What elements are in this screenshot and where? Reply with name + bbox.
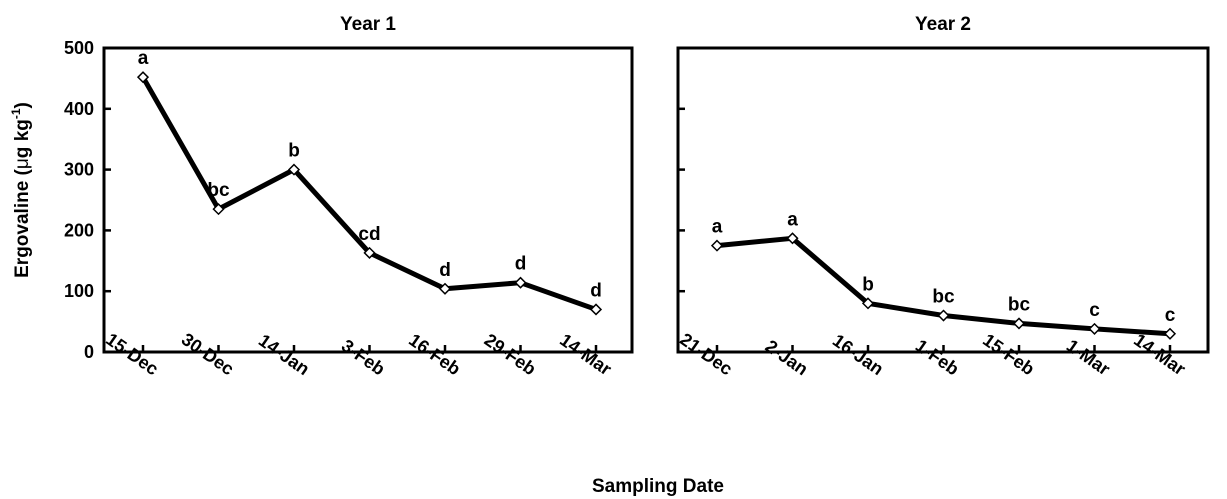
data-point [136, 71, 150, 84]
data-label: a [787, 209, 798, 230]
x-tick-label: 30-Dec [178, 329, 238, 379]
x-tick-label: 21-Dec [676, 329, 736, 379]
data-label: bc [932, 287, 955, 308]
x-tick-label: 29-Feb [481, 330, 540, 380]
x-tick-label: 1-Feb [912, 335, 963, 379]
data-point [1163, 327, 1177, 340]
data-point [710, 239, 724, 252]
y-axis-title: Ergovaline (μg kg-1) [9, 102, 33, 278]
x-tick-label: 16-Jan [829, 330, 887, 379]
data-point [363, 246, 376, 259]
data-point [287, 163, 301, 176]
data-point [861, 297, 875, 310]
data-label: b [862, 274, 874, 295]
data-point [1088, 322, 1101, 335]
data-label: c [1165, 305, 1176, 326]
chart-title: Year 1 [340, 14, 396, 35]
data-point [438, 282, 452, 295]
chart-panel-1: Year 1 0 100 200 300 400 500 15-Dec 30-Dec 14-Jan… [9, 14, 634, 380]
x-tick-label: 14-Mar [556, 330, 615, 380]
chart-panel-2: Year 2 21-Dec 2-Jan 16-Jan 1-Feb 15-Feb 1-Mar 1… [676, 14, 1210, 380]
data-point [786, 232, 799, 245]
data-label: a [138, 48, 149, 69]
data-label: c [1089, 300, 1100, 321]
data-label: d [515, 254, 527, 275]
x-tick-label: 2-Jan [762, 336, 812, 379]
data-label: bc [1008, 294, 1031, 315]
data-label: d [439, 260, 451, 281]
y-tick-label: 200 [64, 220, 94, 240]
x-tick-label: 3-Feb [338, 335, 389, 379]
x-tick-label: 1-Mar [1063, 335, 1114, 379]
data-label: bc [207, 180, 230, 201]
y-tick-label: 0 [84, 342, 94, 362]
data-point [1012, 317, 1026, 330]
data-point [514, 276, 527, 289]
plot-frame [102, 46, 634, 354]
data-label: cd [358, 224, 380, 245]
y-tick-label: 300 [64, 160, 94, 180]
data-point [589, 303, 603, 316]
data-label: d [590, 280, 602, 301]
x-axis-title: Sampling Date [592, 476, 724, 497]
data-point [212, 203, 225, 216]
x-tick-label: 15-Dec [102, 329, 162, 379]
x-tick-label: 14-Mar [1130, 330, 1189, 380]
x-tick-label: 14-Jan [255, 330, 313, 379]
data-point [937, 309, 950, 322]
y-tick-label: 100 [64, 281, 94, 301]
x-tick-label: 15-Feb [979, 330, 1038, 380]
y-tick-label: 500 [64, 38, 94, 58]
x-tick-label: 16-Feb [405, 330, 464, 380]
chart-title: Year 2 [915, 14, 971, 35]
data-label: b [288, 141, 300, 162]
y-tick-label: 400 [64, 99, 94, 119]
data-label: a [712, 217, 723, 238]
